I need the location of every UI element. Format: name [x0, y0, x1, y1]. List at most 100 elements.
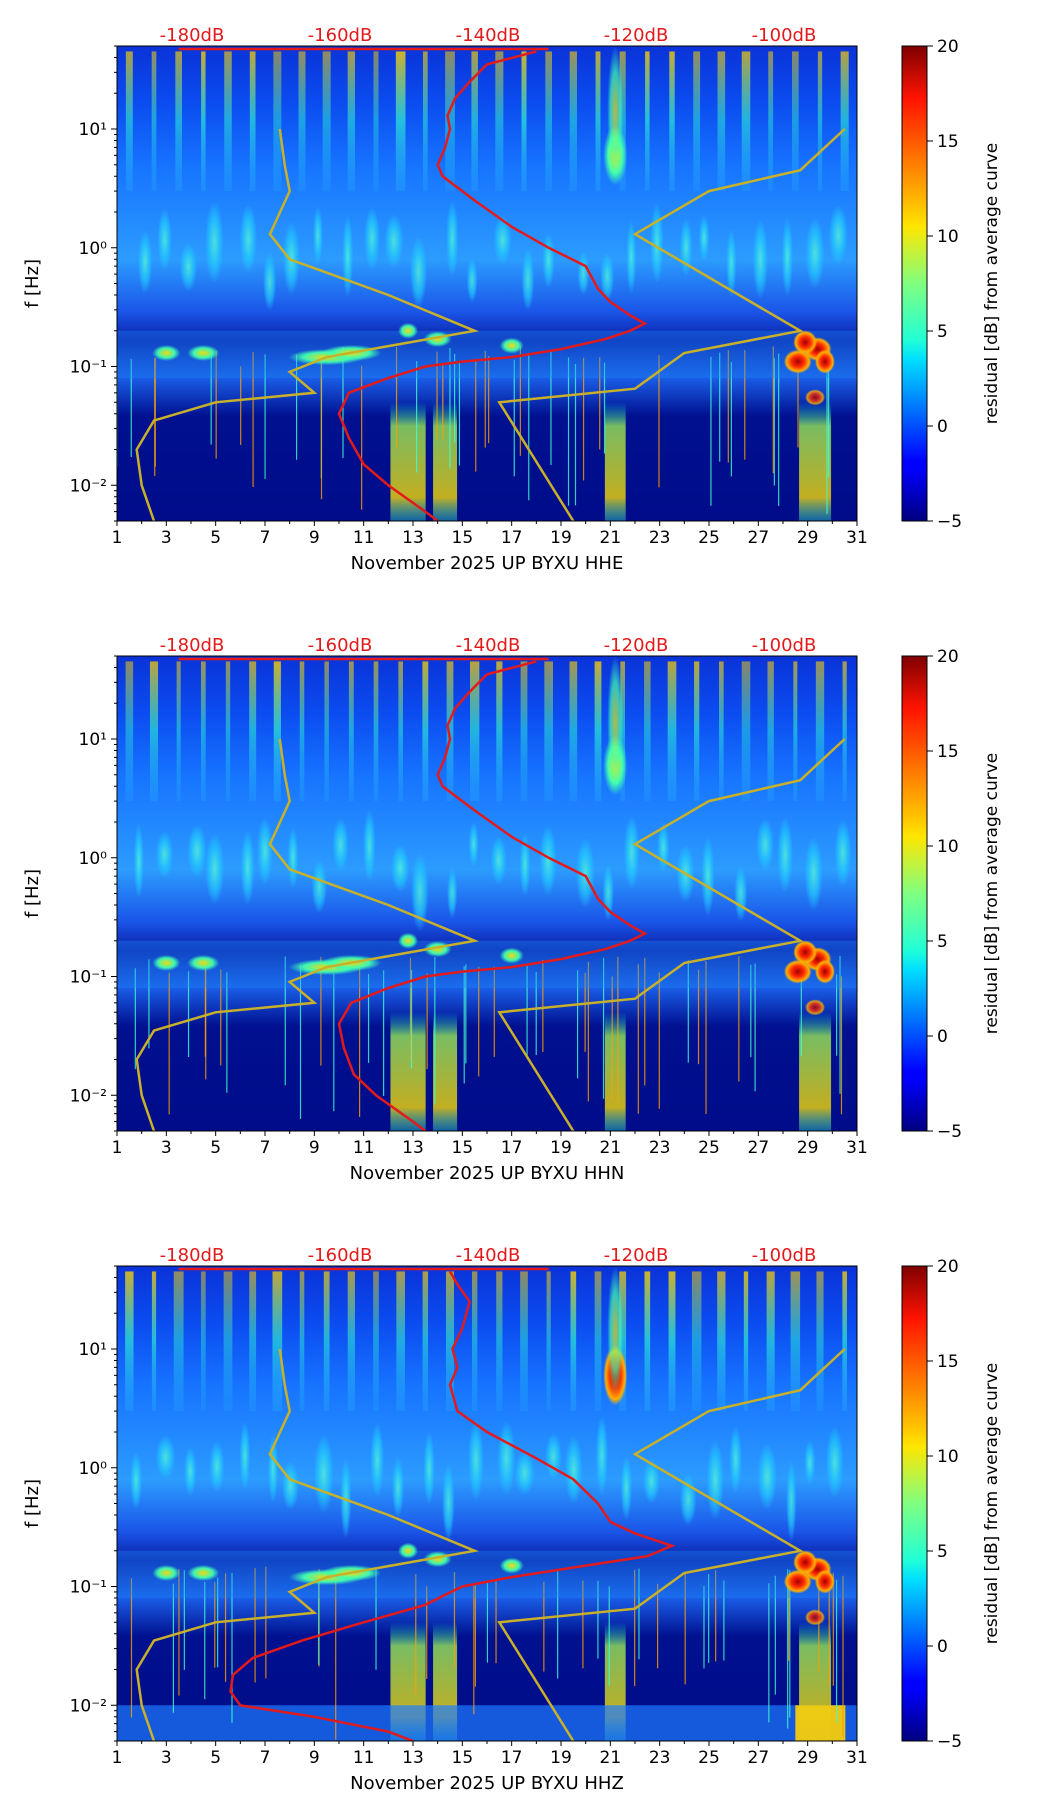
- x-tick-label: 29: [797, 1138, 819, 1158]
- low-frequency-burst: [433, 1012, 458, 1131]
- colorbar-tick-label: 20: [937, 647, 959, 667]
- microseism-ridge: [390, 844, 410, 893]
- hot-spot: [805, 999, 826, 1016]
- day-streak: [595, 51, 601, 192]
- hot-spot: [814, 349, 835, 374]
- x-tick-label: 27: [748, 1138, 770, 1158]
- microseism-ridge: [514, 1450, 535, 1496]
- day-streak: [298, 51, 306, 192]
- microseism-ridge: [539, 824, 557, 897]
- day-streak: [569, 51, 577, 192]
- day-streak: [398, 661, 403, 802]
- day-streak: [741, 661, 751, 802]
- microseism-ridge: [205, 832, 225, 905]
- day-streak: [520, 1271, 528, 1412]
- day-streak: [644, 1271, 651, 1412]
- microseism-band: [117, 940, 857, 989]
- microseism-ridge: [312, 206, 323, 265]
- day-streak: [719, 661, 724, 802]
- microseism-ridge: [240, 829, 255, 906]
- day-streak: [766, 1271, 775, 1412]
- microseism-ridge: [756, 818, 774, 871]
- warm-spot: [398, 322, 419, 339]
- microseism-ridge: [313, 1433, 334, 1514]
- x-tick-label: 1: [112, 1138, 123, 1158]
- low-frequency-burst: [390, 1012, 426, 1131]
- median-curve: [337, 660, 648, 1131]
- x-tick-label: 3: [161, 1748, 172, 1768]
- y-tick-label: 10¹: [79, 120, 107, 140]
- x-tick-label: 11: [353, 528, 375, 548]
- db-label: -160dB: [308, 25, 373, 46]
- microseism-ridge: [757, 1443, 777, 1511]
- x-tick-label: 7: [260, 1138, 271, 1158]
- day-streak: [125, 661, 134, 802]
- hot-spot: [783, 349, 812, 374]
- x-tick-label: 5: [210, 1748, 221, 1768]
- colorbar-tick-label: 10: [937, 227, 959, 247]
- day-streak: [815, 661, 825, 802]
- microseism-ridge: [519, 832, 531, 897]
- microseism-ridge: [497, 1420, 516, 1496]
- colorbar-tick-label: 15: [937, 1352, 959, 1372]
- day-streak: [817, 51, 823, 192]
- microseism-ridge: [340, 1457, 352, 1539]
- x-tick-label: 25: [698, 1138, 720, 1158]
- microseism-band: [117, 330, 857, 379]
- microseism-ridge: [786, 1460, 797, 1542]
- microseism-ridge: [409, 236, 428, 309]
- colorbar-tick-label: 15: [937, 742, 959, 762]
- x-tick-label: 11: [353, 1748, 375, 1768]
- x-tick-label: 29: [797, 1748, 819, 1768]
- day-streak: [545, 51, 553, 192]
- x-tick-label: 29: [797, 528, 819, 548]
- microseism-ridge: [384, 213, 404, 269]
- db-label: -100dB: [752, 635, 817, 656]
- db-label: -180dB: [160, 1245, 225, 1266]
- day-streak: [469, 661, 480, 802]
- day-streak: [125, 1271, 134, 1412]
- microseism-ridge: [370, 1422, 385, 1498]
- low-frequency-burst: [604, 1012, 626, 1131]
- db-label: -140dB: [456, 1245, 521, 1266]
- microseism-ridge: [442, 1462, 455, 1542]
- colorbar-tick-label: 5: [937, 322, 948, 342]
- microseism-ridge: [726, 229, 737, 298]
- x-tick-label: 27: [748, 1748, 770, 1768]
- x-tick-label: 5: [210, 528, 221, 548]
- microseism-ridge: [155, 1435, 176, 1480]
- day-streak: [249, 1271, 257, 1412]
- microseism-ridge: [130, 1451, 143, 1510]
- db-label: -120dB: [604, 635, 669, 656]
- colorbar-gradient: [901, 655, 928, 1132]
- day-streak: [225, 661, 231, 802]
- microseism-ridge: [620, 1455, 633, 1521]
- model-curve-low: [135, 738, 480, 1131]
- microseism-ridge: [423, 1431, 435, 1506]
- spectrogram-background: [117, 656, 857, 1131]
- microseism-band: [117, 1550, 857, 1599]
- microseism-ridge: [545, 1433, 562, 1481]
- microseism-ridge: [734, 865, 748, 922]
- db-label: -140dB: [456, 25, 521, 46]
- microseism-ridge: [777, 816, 793, 893]
- colorbar-tick-label: 0: [937, 1027, 948, 1047]
- microseism-ridge: [263, 252, 277, 311]
- day-streak: [842, 1271, 847, 1412]
- microseism-ridge: [155, 831, 174, 879]
- day-streak: [224, 51, 232, 192]
- colorbar-tick-label: 0: [937, 417, 948, 437]
- day-streak: [422, 1271, 429, 1412]
- colorbar-tick-label: 20: [937, 1257, 959, 1277]
- colorbar-label: residual [dB] from average curve: [982, 753, 1002, 1034]
- day-streak: [176, 661, 181, 802]
- day-streak: [594, 661, 602, 802]
- microseism-ridge: [447, 867, 458, 919]
- hot-spot: [793, 1550, 818, 1575]
- db-label: -180dB: [160, 635, 225, 656]
- day-streak: [594, 1271, 602, 1412]
- y-tick-label: 10⁻²: [70, 1696, 107, 1716]
- y-tick-label: 10⁻²: [70, 476, 107, 496]
- microseism-ridge: [564, 1435, 583, 1505]
